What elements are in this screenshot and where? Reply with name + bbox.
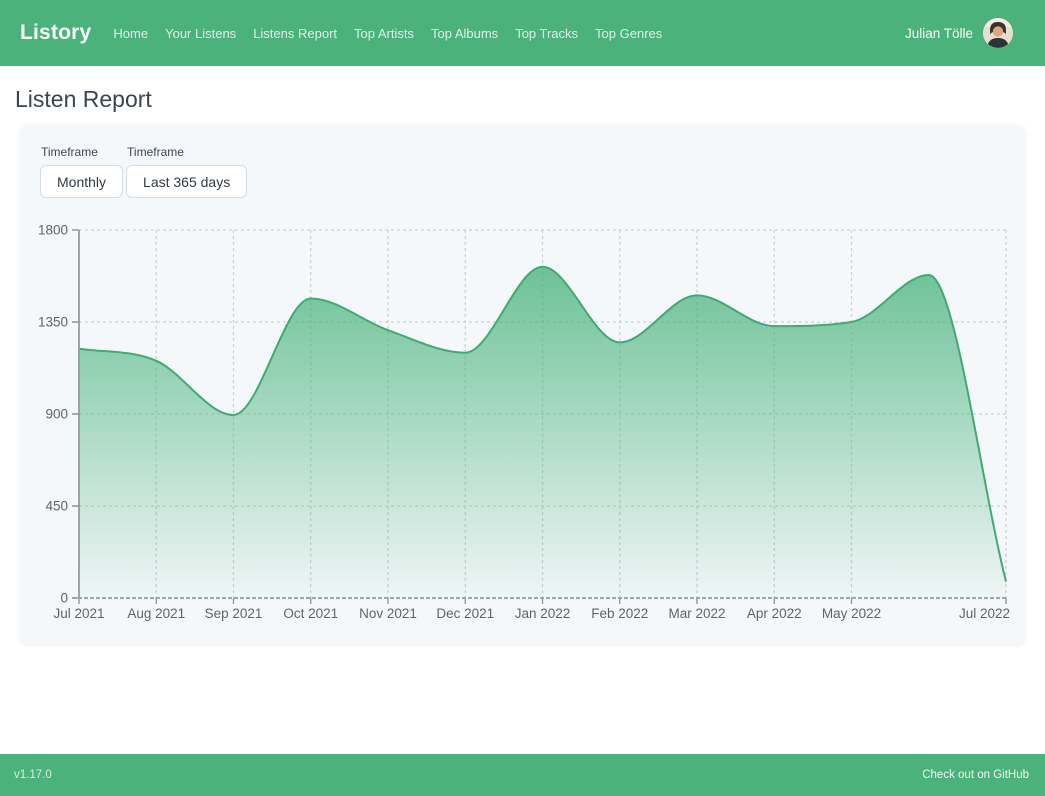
main-nav: Home Your Listens Listens Report Top Art… — [113, 26, 662, 41]
svg-text:Mar 2022: Mar 2022 — [668, 606, 725, 621]
app-version: v1.17.0 — [14, 769, 52, 781]
svg-text:May 2022: May 2022 — [822, 606, 881, 621]
main-content: Listen Report Timeframe Monthly Timefram… — [0, 66, 1045, 754]
svg-text:Aug 2021: Aug 2021 — [127, 606, 185, 621]
svg-text:1800: 1800 — [38, 223, 68, 238]
nav-item-top-tracks[interactable]: Top Tracks — [515, 25, 579, 41]
user-name: Julian Tölle — [904, 25, 973, 41]
svg-text:Sep 2021: Sep 2021 — [205, 606, 263, 621]
timeframe-range-label: Timeframe — [127, 145, 184, 159]
timeframe-mode-label: Timeframe — [41, 145, 98, 159]
svg-text:Dec 2021: Dec 2021 — [436, 606, 494, 621]
timeframe-range-select[interactable]: Last 365 days — [126, 165, 248, 198]
svg-text:Feb 2022: Feb 2022 — [591, 606, 648, 621]
avatar-photo — [983, 18, 1013, 48]
nav-item-listens-report[interactable]: Listens Report — [253, 25, 338, 41]
svg-text:0: 0 — [60, 591, 68, 606]
svg-text:Jul 2021: Jul 2021 — [53, 606, 104, 621]
timeframe-mode-select[interactable]: Monthly — [40, 165, 124, 198]
report-card: Timeframe Monthly Timeframe Last 365 day… — [20, 125, 1025, 644]
navbar: Listory Home Your Listens Listens Report… — [0, 0, 1045, 66]
brand-logo[interactable]: Listory — [20, 21, 92, 44]
nav-item-top-artists[interactable]: Top Artists — [354, 25, 414, 41]
svg-text:450: 450 — [45, 499, 68, 514]
area-chart-canvas[interactable]: 0 450 900 1350 1800 Jul 2021 Aug 2021 Sep 2021 O… — [20, 220, 1025, 644]
nav-item-top-albums[interactable]: Top Albums — [430, 25, 499, 41]
user-avatar[interactable] — [983, 18, 1013, 48]
listen-report-chart[interactable]: 0 450 900 1350 1800 Jul 2021 Aug 2021 Sep 2021 O… — [20, 220, 1025, 644]
nav-item-home[interactable]: Home — [113, 25, 149, 41]
github-link[interactable]: Check out on GitHub — [922, 769, 1029, 781]
svg-text:1350: 1350 — [38, 315, 68, 330]
timeframe-range-filter: Timeframe Last 365 days — [126, 145, 248, 198]
svg-text:Jul 2022: Jul 2022 — [959, 606, 1010, 621]
svg-text:Apr 2022: Apr 2022 — [747, 606, 802, 621]
user-menu[interactable]: Julian Tölle — [905, 18, 1013, 48]
timeframe-mode-filter: Timeframe Monthly — [40, 145, 124, 198]
page-title: Listen Report — [15, 86, 152, 112]
nav-item-your-listens[interactable]: Your Listens — [165, 25, 237, 41]
footer: v1.17.0 Check out on GitHub — [0, 754, 1045, 796]
svg-text:Jan 2022: Jan 2022 — [515, 606, 571, 621]
timeframe-filters: Timeframe Monthly Timeframe Last 365 day… — [40, 145, 1025, 198]
svg-text:900: 900 — [45, 407, 68, 422]
svg-text:Oct 2021: Oct 2021 — [283, 606, 338, 621]
svg-text:Nov 2021: Nov 2021 — [359, 606, 417, 621]
nav-item-top-genres[interactable]: Top Genres — [595, 25, 663, 41]
